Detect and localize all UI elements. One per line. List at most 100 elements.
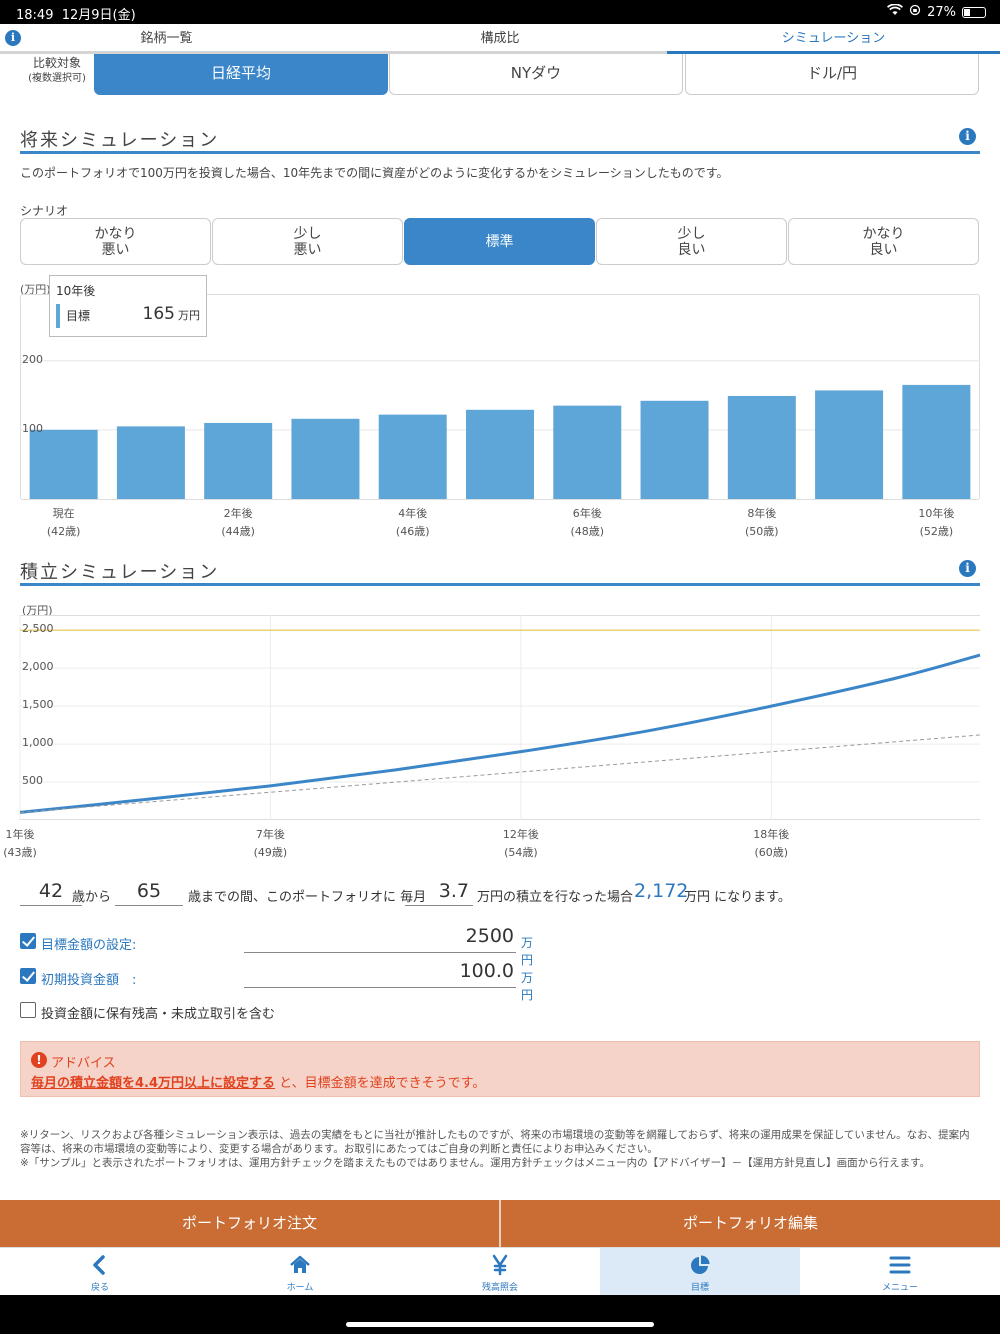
- status-right: 27%: [887, 3, 986, 20]
- nav-menu-label: メニュー: [881, 1283, 918, 1293]
- portfolio-order-button[interactable]: ポートフォリオ注文: [181, 1214, 317, 1232]
- battery-icon: [962, 6, 986, 18]
- line-chart-frame: [20, 615, 980, 820]
- tooltip-series-name: 目標: [66, 309, 91, 323]
- target-amount-unit: 万円: [521, 936, 534, 967]
- future-sim-description: このポートフォリオで100万円を投資した場合、10年先までの間に資産がどのように…: [20, 166, 729, 180]
- tab-composition[interactable]: 構成比: [333, 24, 667, 54]
- line-y-tick-label: 1,500: [22, 698, 54, 712]
- portfolio-edit-button[interactable]: ポートフォリオ編集: [682, 1214, 818, 1232]
- include-holdings-checkbox[interactable]: [20, 1002, 36, 1018]
- line-x-tick-sublabel: (49歳): [253, 846, 288, 859]
- scenario-good-button[interactable]: 少し 良い: [596, 218, 787, 265]
- bar-x-tick-sublabel: (52歳): [919, 525, 954, 538]
- text-from: 歳から: [72, 890, 112, 905]
- chart-tooltip: 10年後 目標 165 万円: [49, 275, 207, 337]
- line-x-tick-label: 1年後: [5, 828, 35, 841]
- info-icon[interactable]: i: [959, 560, 976, 577]
- bar-x-tick-label: 現在: [52, 507, 75, 520]
- advice-message: 毎月の積立金額を4.4万円以上に設定する と、目標金額を達成できそうです。: [31, 1072, 485, 1091]
- home-indicator-area: [0, 1295, 1000, 1334]
- bar-chart-frame: [20, 294, 980, 500]
- scenario-standard-button[interactable]: 標準: [404, 218, 595, 265]
- nav-home[interactable]: ホーム: [200, 1248, 400, 1296]
- line-chart-unit-label: (万円): [22, 604, 53, 617]
- text-end: 万円 になります。: [684, 890, 791, 905]
- wifi-icon: [887, 3, 904, 20]
- back-icon: [93, 1255, 105, 1275]
- bar-y-tick-label: 100: [22, 421, 43, 435]
- compare-usdjpy-button[interactable]: ドル/円: [685, 54, 979, 95]
- bar-y-tick-label: 200: [22, 352, 43, 366]
- line-x-tick-label: 7年後: [255, 828, 285, 841]
- pie-chart-icon: [691, 1255, 710, 1274]
- monthly-amount-input[interactable]: 3.7: [405, 880, 473, 906]
- initial-amount-label: 初期投資金額 :: [41, 973, 137, 988]
- compare-nydow-button[interactable]: NYダウ: [389, 54, 683, 95]
- scenario-very-bad-button[interactable]: かなり 悪い: [20, 218, 211, 265]
- line-x-tick-sublabel: (60歳): [754, 846, 789, 859]
- tooltip-title: 10年後: [56, 284, 96, 298]
- nav-goal[interactable]: 目標: [600, 1248, 800, 1296]
- bar-x-tick-sublabel: (50歳): [745, 525, 779, 538]
- accum-summary-row: 42 歳から 65 歳までの間、このポートフォリオに 毎月 3.7 万円の積立を…: [20, 880, 980, 908]
- yen-icon: [492, 1254, 508, 1276]
- bar-x-tick-sublabel: (44歳): [221, 525, 255, 538]
- line-y-tick-label: 2,500: [22, 622, 54, 636]
- accum-sim-header: 積立シミュレーション i: [20, 558, 980, 586]
- nav-balance[interactable]: 残高照会: [400, 1248, 600, 1296]
- advice-link[interactable]: 毎月の積立金額を4.4万円以上に設定する: [31, 1076, 276, 1091]
- initial-amount-unit: 万円: [521, 971, 534, 1002]
- nav-home-label: ホーム: [286, 1283, 314, 1293]
- scenario-label: シナリオ: [20, 204, 69, 218]
- info-icon[interactable]: i: [959, 128, 976, 145]
- nav-balance-label: 残高照会: [481, 1283, 518, 1293]
- compare-label-main: 比較対象: [32, 56, 81, 70]
- advice-box: ! アドバイス 毎月の積立金額を4.4万円以上に設定する と、目標金額を達成でき…: [20, 1041, 980, 1097]
- nav-back-label: 戻る: [90, 1283, 109, 1293]
- bar-x-tick-label: 2年後: [223, 507, 253, 520]
- bar-x-tick-sublabel: (48歳): [570, 525, 605, 538]
- accum-sim-title: 積立シミュレーション: [20, 562, 220, 583]
- line-x-tick-sublabel: (54歳): [504, 846, 538, 859]
- info-icon[interactable]: i: [5, 30, 21, 46]
- text-result: 万円の積立を行なった場合: [477, 890, 634, 905]
- line-x-tick-label: 18年後: [753, 828, 790, 841]
- home-indicator: [346, 1322, 654, 1327]
- action-divider: [499, 1200, 501, 1247]
- bar-x-tick-label: 4年後: [398, 507, 428, 520]
- line-y-tick-label: 2,000: [22, 660, 54, 674]
- tab-simulation[interactable]: シミュレーション: [667, 24, 1000, 54]
- tooltip-value: 165 万円: [142, 304, 200, 324]
- future-sim-title: 将来シミュレーション: [20, 130, 220, 151]
- compare-label: 比較対象 (複数選択可): [22, 56, 92, 86]
- target-amount-input[interactable]: 2500: [244, 925, 516, 953]
- line-y-tick-label: 1,000: [22, 736, 54, 750]
- warning-icon: !: [31, 1052, 47, 1068]
- advice-title: アドバイス: [51, 1056, 116, 1071]
- bar-x-tick-label: 10年後: [918, 507, 955, 520]
- target-amount-checkbox[interactable]: [20, 933, 36, 949]
- include-holdings-label: 投資金額に保有残高・未成立取引を含む: [41, 1007, 276, 1022]
- start-age-input[interactable]: 42: [20, 880, 82, 906]
- home-icon: [290, 1255, 310, 1273]
- initial-amount-input[interactable]: 100.0: [244, 960, 516, 988]
- target-amount-label: 目標金額の設定:: [41, 938, 137, 953]
- tab-holdings[interactable]: 銘柄一覧: [0, 24, 333, 54]
- scenario-bad-button[interactable]: 少し 悪い: [212, 218, 403, 265]
- end-age-input[interactable]: 65: [115, 880, 183, 906]
- rotation-lock-icon: [909, 4, 921, 20]
- nav-back[interactable]: 戻る: [0, 1248, 200, 1296]
- line-x-tick-label: 12年後: [502, 828, 539, 841]
- compare-label-sub: (複数選択可): [28, 73, 86, 84]
- bottom-nav: 戻る ホーム 残高照会 目標 メニュー: [0, 1247, 1000, 1296]
- future-sim-header: 将来シミュレーション i: [20, 126, 980, 154]
- initial-amount-checkbox[interactable]: [20, 968, 36, 984]
- bar-x-tick-sublabel: (42歳): [46, 525, 81, 538]
- compare-nikkei-button[interactable]: 日経平均: [94, 54, 388, 95]
- scenario-very-good-button[interactable]: かなり 良い: [788, 218, 979, 265]
- menu-icon: [889, 1256, 911, 1274]
- status-time: 18:49 12月9日(金): [16, 8, 136, 23]
- nav-menu[interactable]: メニュー: [800, 1248, 1000, 1296]
- line-x-tick-sublabel: (43歳): [3, 846, 37, 859]
